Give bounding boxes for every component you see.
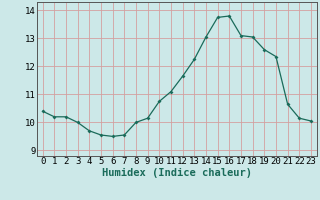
- X-axis label: Humidex (Indice chaleur): Humidex (Indice chaleur): [102, 168, 252, 178]
